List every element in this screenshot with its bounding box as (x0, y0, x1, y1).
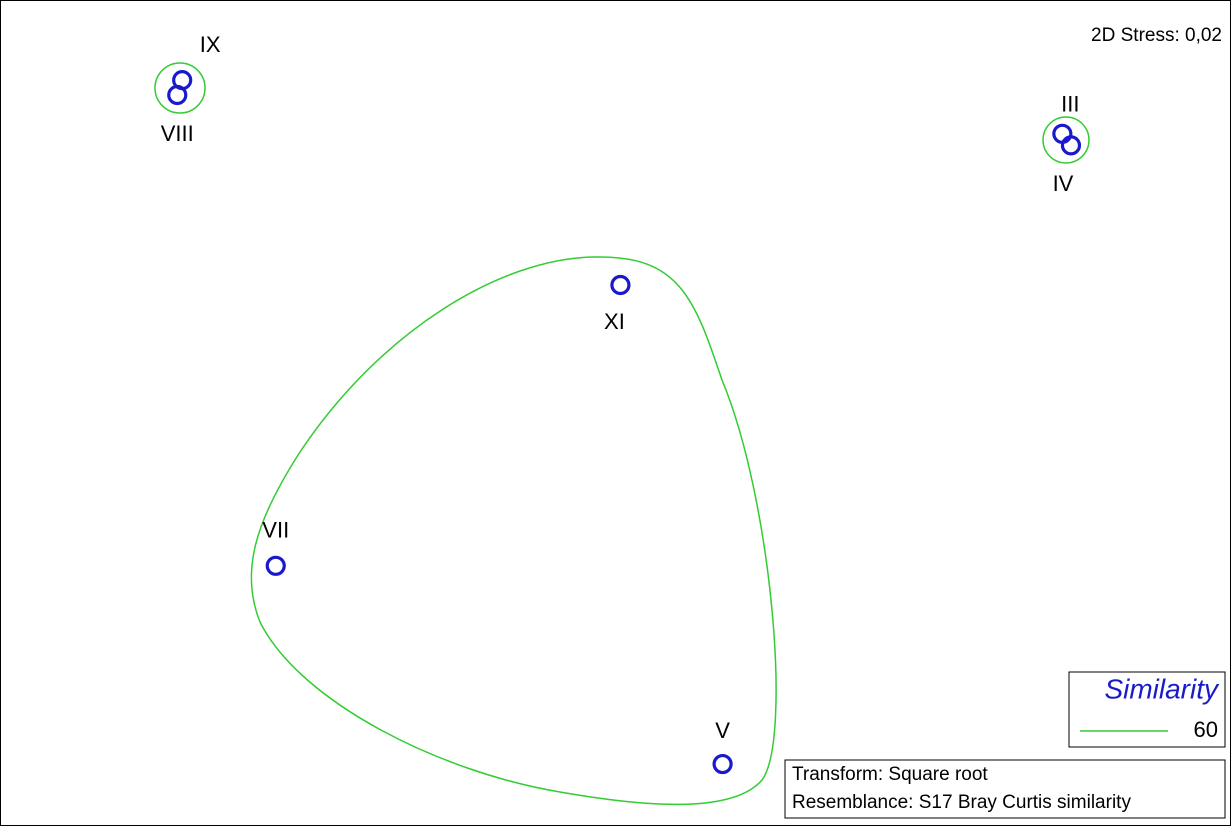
point-label: IX (200, 32, 221, 57)
note: Resemblance: S17 Bray Curtis similarity (792, 792, 1131, 813)
stress-annotation: 2D Stress: 0,02 (1091, 25, 1222, 46)
cluster-contour (1042, 116, 1090, 164)
point-label: VII (262, 518, 289, 543)
point-label: III (1061, 92, 1079, 117)
legend-title: Similarity (1104, 673, 1220, 704)
point (1060, 135, 1082, 156)
note: Transform: Square root (792, 764, 988, 785)
cluster-contour (154, 62, 206, 114)
point (712, 753, 733, 775)
notes-box (784, 759, 1226, 819)
legend-label: 60 (1194, 717, 1218, 742)
point-label: XI (604, 309, 625, 334)
point (610, 274, 631, 296)
point (265, 555, 286, 576)
point-label: V (715, 718, 730, 743)
point-label: IV (1053, 171, 1074, 196)
point (167, 84, 188, 106)
legend-box (1068, 671, 1226, 748)
point-label: VIII (161, 121, 194, 146)
cluster-contour (250, 256, 777, 806)
